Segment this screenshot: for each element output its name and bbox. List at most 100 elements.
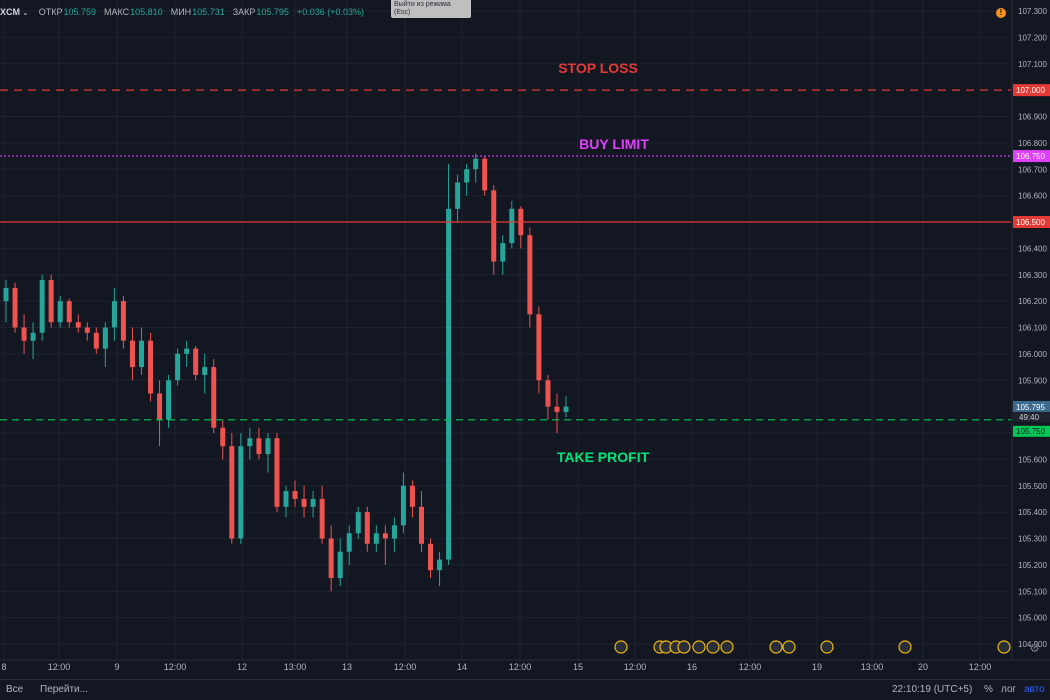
low-label: МИН: [170, 7, 192, 17]
candle-body: [57, 301, 63, 323]
economic-event-icon[interactable]: [898, 640, 912, 654]
price-tick-label: 106.100: [1018, 324, 1047, 333]
range-all-button[interactable]: Все: [6, 684, 24, 695]
take-profit-label: TAKE PROFIT: [557, 449, 650, 465]
alert-icon[interactable]: !: [996, 8, 1006, 18]
candle-body: [382, 533, 388, 539]
price-tick-label: 104.900: [1018, 640, 1047, 649]
candle-body: [400, 485, 406, 526]
candle-body: [563, 406, 569, 412]
chevron-down-icon[interactable]: ⌄: [22, 7, 29, 17]
candle-body: [446, 208, 452, 560]
price-tick-label: 106.200: [1018, 297, 1047, 306]
candle-body: [473, 158, 479, 170]
time-tick-label: 14: [457, 662, 467, 672]
economic-event-icon[interactable]: [782, 640, 796, 654]
price-tick-label: 105.300: [1018, 535, 1047, 544]
candle-body: [364, 512, 370, 544]
buy-limit-label: BUY LIMIT: [579, 136, 649, 152]
candle-body: [12, 287, 18, 328]
candle-body: [75, 322, 81, 328]
high-label: МАКС: [104, 7, 130, 17]
auto-toggle[interactable]: авто: [1024, 684, 1045, 695]
candle-body: [48, 280, 54, 323]
candle-body: [319, 498, 325, 539]
open-label: ОТКР: [38, 7, 63, 17]
economic-event-icon[interactable]: [706, 640, 720, 654]
candle-body: [355, 512, 361, 534]
candle-body: [148, 340, 154, 394]
candle-body: [220, 427, 226, 447]
candle-body: [301, 498, 307, 507]
close-label: ЗАКР: [232, 7, 256, 17]
candle-body: [536, 314, 542, 381]
candle-body: [373, 533, 379, 544]
goto-button[interactable]: Перейти...: [40, 684, 88, 695]
time-tick-label: 19: [812, 662, 822, 672]
time-tick-label: 20: [918, 662, 928, 672]
economic-event-icon[interactable]: [692, 640, 706, 654]
price-tick-label: 106.800: [1018, 139, 1047, 148]
candle-body: [66, 301, 72, 323]
economic-event-icon[interactable]: [677, 640, 691, 654]
candle-body: [464, 169, 470, 183]
economic-event-icon[interactable]: [720, 640, 734, 654]
candle-body: [265, 438, 271, 455]
candle-body: [274, 438, 280, 507]
change-value: +0.036 (+0.03%): [296, 7, 365, 17]
time-tick-label: 12:00: [969, 662, 992, 672]
candle-body: [211, 367, 217, 428]
candle-body: [428, 543, 434, 571]
price-tick-label: 105.200: [1018, 561, 1047, 570]
candle-body: [3, 287, 9, 302]
buy-limit-tag: [1013, 150, 1050, 163]
candle-body: [491, 190, 497, 262]
candle-body: [283, 491, 289, 507]
price-tick-label: 107.200: [1018, 33, 1047, 42]
ohlc-legend: XCM ⌄ ОТКР 105.759 МАКС 105.810 МИН 105.…: [0, 4, 372, 20]
candle-body: [138, 340, 144, 368]
candle-body: [328, 538, 334, 579]
gear-icon[interactable]: ⚙: [1029, 641, 1040, 655]
candle-body: [229, 446, 235, 539]
price-tick-label: 105.000: [1018, 614, 1047, 623]
time-tick-label: 12:00: [48, 662, 71, 672]
economic-event-icon[interactable]: [769, 640, 783, 654]
candle-body: [39, 280, 45, 333]
last-price-text: 105.795: [1016, 403, 1045, 412]
time-tick-label: 12: [237, 662, 247, 672]
low-value: 105.731: [192, 7, 225, 17]
clock-label[interactable]: 22:10:19 (UTC+5): [892, 684, 973, 695]
candle-body: [175, 353, 181, 381]
candle-body: [256, 438, 262, 455]
candle-body: [193, 348, 199, 375]
price-tick-label: 106.000: [1018, 350, 1047, 359]
stop-loss-label: STOP LOSS: [558, 60, 638, 76]
take-profit-tag-text: 105.750: [1016, 427, 1045, 436]
time-tick-label: 16: [687, 662, 697, 672]
time-tick-label: 12:00: [624, 662, 647, 672]
candle-body: [455, 182, 461, 209]
stop-loss-tag-text: 107.000: [1016, 86, 1045, 95]
level-mid-tag-text: 106.500: [1016, 218, 1045, 227]
economic-event-icon[interactable]: [614, 640, 628, 654]
close-value: 105.795: [256, 7, 289, 17]
price-tick-label: 106.300: [1018, 271, 1047, 280]
economic-event-icon[interactable]: [997, 640, 1011, 654]
candle-body: [554, 406, 560, 412]
symbol-label[interactable]: XCM: [0, 7, 20, 17]
candle-body: [166, 380, 172, 420]
candle-body: [409, 485, 415, 507]
open-value: 105.759: [63, 7, 96, 17]
candle-body: [437, 559, 443, 571]
time-tick-label: 13: [342, 662, 352, 672]
time-tick-label: 12:00: [739, 662, 762, 672]
candle-body: [21, 327, 27, 341]
economic-event-icon[interactable]: [820, 640, 834, 654]
candle-body: [337, 551, 343, 579]
percent-toggle[interactable]: %: [984, 684, 993, 695]
buy-limit-tag-text: 106.750: [1016, 152, 1045, 161]
log-toggle[interactable]: лог: [1001, 684, 1017, 695]
